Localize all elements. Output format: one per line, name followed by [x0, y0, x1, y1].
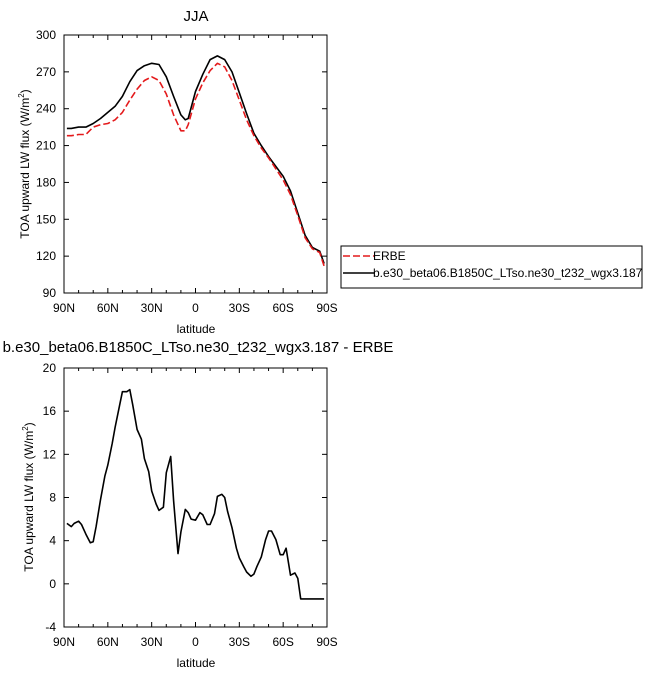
legend-box	[340, 245, 643, 289]
bottom-chart-title: b.e30_beta06.B1850C_LTso.ne30_t232_wgx3.…	[3, 339, 394, 356]
bottom-y-tick-label: 20	[43, 361, 57, 375]
top-y-tick-label: 120	[36, 249, 56, 263]
top-x-tick-label: 60N	[97, 301, 119, 315]
bottom-y-tick-label: 12	[43, 447, 57, 461]
bottom-y-tick-label: 4	[49, 534, 56, 548]
bottom-plot-frame	[63, 367, 328, 628]
bottom-y-tick-label: 0	[49, 577, 56, 591]
top-x-tick-label: 90N	[53, 301, 75, 315]
top-y-axis-label: TOA upward LW flux (W/m2)	[17, 89, 32, 238]
bottom-x-tick-label: 0	[192, 635, 199, 649]
bottom-x-tick-label: 30N	[141, 635, 163, 649]
legend-label-model: b.e30_beta06.B1850C_LTso.ne30_t232_wgx3.…	[373, 266, 643, 280]
bottom-series-line-difference	[66, 388, 325, 600]
bottom-x-tick-label: 60S	[272, 635, 293, 649]
top-x-tick-label: 60S	[272, 301, 293, 315]
top-y-tick-label: 180	[36, 175, 56, 189]
top-chart-title: JJA	[183, 8, 208, 25]
top-x-axis-label: latitude	[177, 322, 216, 336]
legend-label-erbe: ERBE	[373, 249, 406, 263]
legend: ERBE b.e30_beta06.B1850C_LTso.ne30_t232_…	[340, 245, 643, 289]
top-panel: JJA 90N 60N 30N 0 30S 60S 90S 90 120 150 180 210 240…	[17, 8, 338, 336]
bottom-x-tick-label: 90S	[316, 635, 337, 649]
bottom-y-tick-label: 8	[49, 491, 56, 505]
bottom-y-tick-label: 16	[43, 404, 57, 418]
top-y-tick-label: 90	[43, 286, 57, 300]
top-plot-frame	[63, 34, 328, 294]
top-y-tick-label: 240	[36, 102, 56, 116]
top-y-tick-label: 150	[36, 212, 56, 226]
top-y-tick-label: 210	[36, 139, 56, 153]
bottom-y-axis-label: TOA upward LW flux (W/m2)	[21, 422, 36, 571]
bottom-x-tick-label: 60N	[97, 635, 119, 649]
top-y-tick-label: 270	[36, 65, 56, 79]
top-x-tick-label: 90S	[316, 301, 337, 315]
top-y-tick-label: 300	[36, 28, 56, 42]
bottom-y-tick-label: -4	[45, 620, 56, 634]
top-series-line-erbe	[66, 62, 325, 267]
top-x-tick-label: 30N	[141, 301, 163, 315]
top-series-line-model	[66, 55, 325, 264]
top-x-tick-label: 30S	[229, 301, 250, 315]
bottom-panel: b.e30_beta06.B1850C_LTso.ne30_t232_wgx3.…	[3, 339, 394, 670]
top-x-tick-label: 0	[192, 301, 199, 315]
bottom-x-axis-label: latitude	[177, 656, 216, 670]
bottom-x-tick-label: 30S	[229, 635, 250, 649]
bottom-x-tick-label: 90N	[53, 635, 75, 649]
